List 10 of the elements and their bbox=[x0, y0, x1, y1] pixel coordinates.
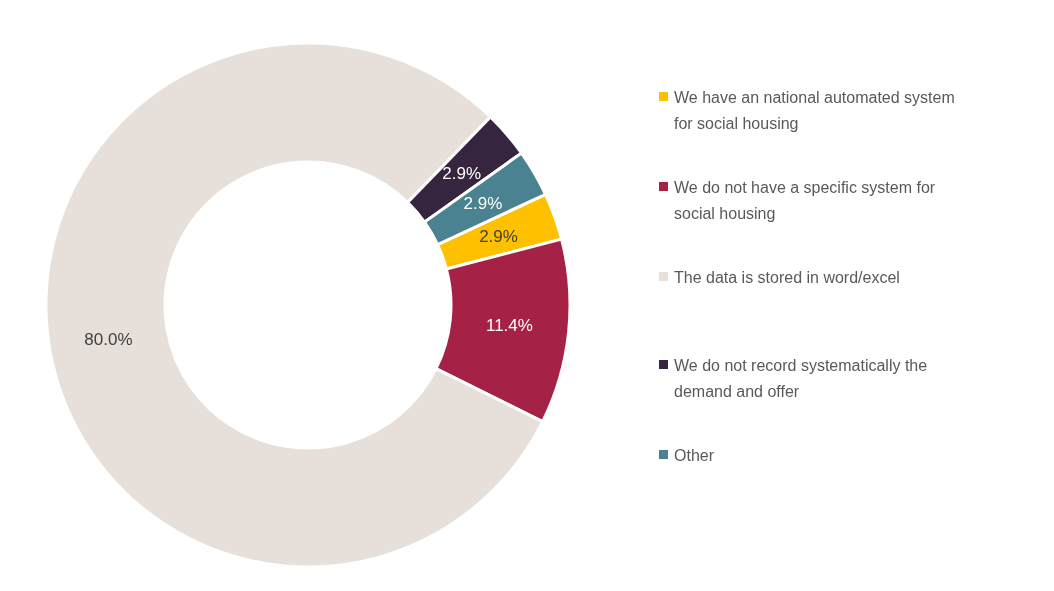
legend-label: The data is stored in word/excel bbox=[674, 268, 900, 286]
data-label: 2.9% bbox=[463, 193, 503, 213]
legend-label: We do not record systematically the demand and offer bbox=[674, 356, 928, 400]
legend-label: We have an national automated system for social housing bbox=[674, 88, 955, 132]
data-label: 11.4% bbox=[485, 316, 533, 336]
legend-label: We do not have a specific system for social housing bbox=[674, 178, 936, 222]
data-label: 2.9% bbox=[442, 163, 482, 183]
legend-label: Other bbox=[674, 446, 715, 464]
data-label: 2.9% bbox=[479, 226, 518, 246]
data-label: 80.0% bbox=[84, 329, 133, 349]
